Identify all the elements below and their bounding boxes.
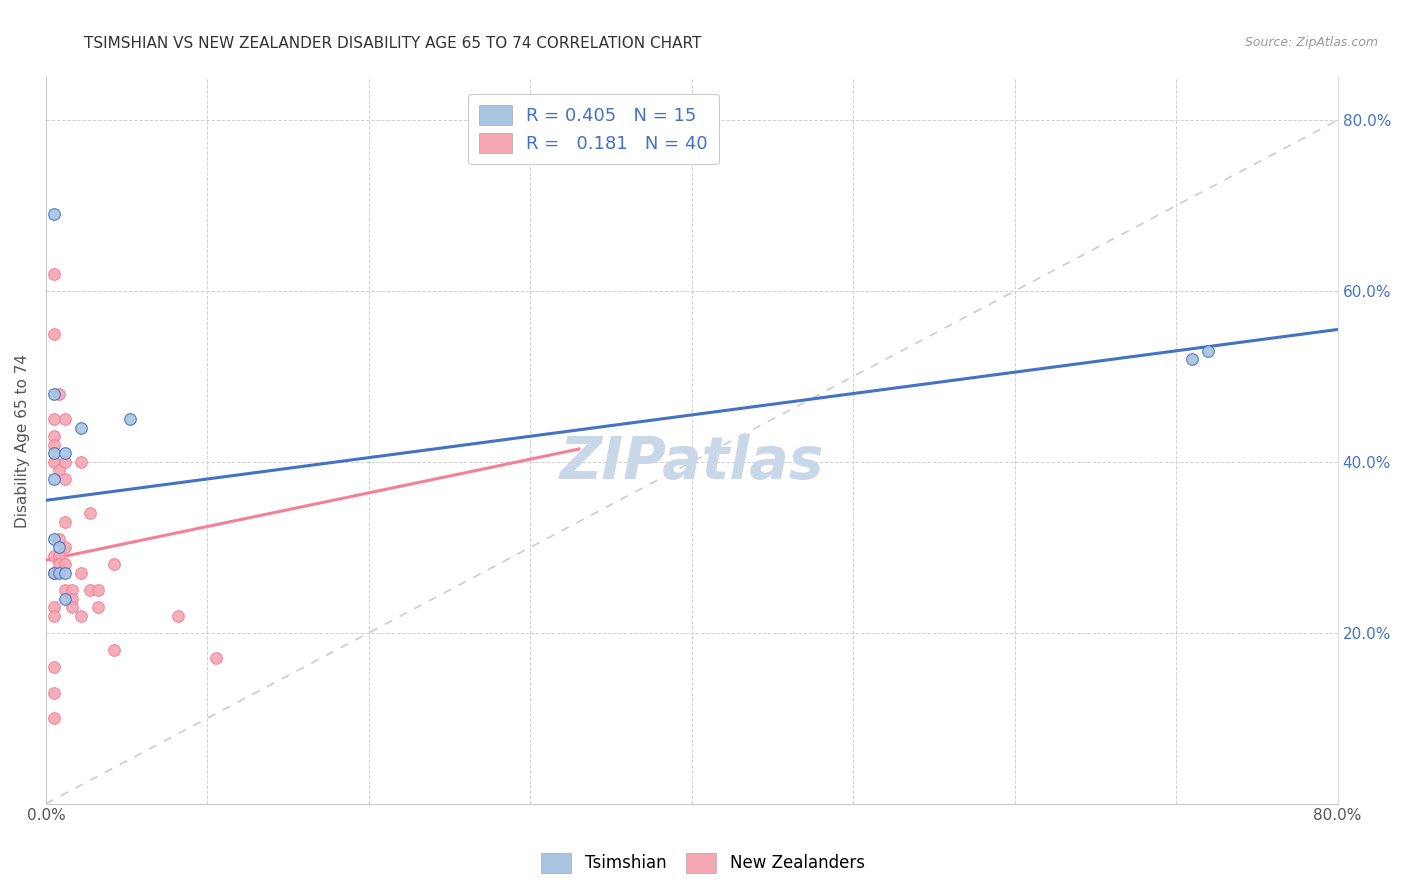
Point [60, 591, 83, 606]
Point [103, 643, 125, 657]
Point [42, 566, 65, 580]
Point [42, 685, 65, 699]
Point [70, 608, 93, 623]
Point [42, 608, 65, 623]
Point [118, 412, 141, 426]
Point [42, 438, 65, 452]
Point [53, 541, 76, 555]
Point [42, 566, 65, 580]
Point [1198, 343, 1220, 358]
Point [48, 549, 70, 563]
Point [48, 386, 70, 401]
Point [42, 207, 65, 221]
Point [48, 463, 70, 477]
Point [70, 421, 93, 435]
Point [53, 558, 76, 572]
Point [42, 711, 65, 725]
Point [42, 429, 65, 443]
Point [42, 386, 65, 401]
Point [53, 446, 76, 460]
Point [42, 532, 65, 546]
Point [70, 455, 93, 469]
Text: Source: ZipAtlas.com: Source: ZipAtlas.com [1244, 36, 1378, 49]
Legend: Tsimshian, New Zealanders: Tsimshian, New Zealanders [534, 847, 872, 880]
Point [204, 651, 226, 665]
Point [53, 472, 76, 486]
Point [79, 582, 101, 597]
Point [53, 582, 76, 597]
Point [48, 558, 70, 572]
Point [103, 558, 125, 572]
Point [53, 591, 76, 606]
Y-axis label: Disability Age 65 to 74: Disability Age 65 to 74 [15, 353, 30, 527]
Point [42, 326, 65, 341]
Point [42, 600, 65, 615]
Point [60, 600, 83, 615]
Text: TSIMSHIAN VS NEW ZEALANDER DISABILITY AGE 65 TO 74 CORRELATION CHART: TSIMSHIAN VS NEW ZEALANDER DISABILITY AG… [84, 36, 702, 51]
Point [53, 455, 76, 469]
Text: ZIPatlas: ZIPatlas [560, 434, 824, 491]
Point [42, 660, 65, 674]
Point [42, 549, 65, 563]
Point [42, 412, 65, 426]
Point [48, 541, 70, 555]
Point [167, 608, 190, 623]
Point [42, 267, 65, 281]
Point [1181, 352, 1204, 367]
Point [42, 472, 65, 486]
Point [42, 566, 65, 580]
Point [48, 566, 70, 580]
Point [53, 412, 76, 426]
Point [86, 582, 108, 597]
Point [70, 566, 93, 580]
Point [48, 532, 70, 546]
Point [42, 455, 65, 469]
Point [79, 506, 101, 520]
Point [86, 600, 108, 615]
Point [53, 566, 76, 580]
Point [53, 515, 76, 529]
Point [60, 582, 83, 597]
Point [42, 446, 65, 460]
Legend: R = 0.405   N = 15, R =   0.181   N = 40: R = 0.405 N = 15, R = 0.181 N = 40 [468, 94, 718, 164]
